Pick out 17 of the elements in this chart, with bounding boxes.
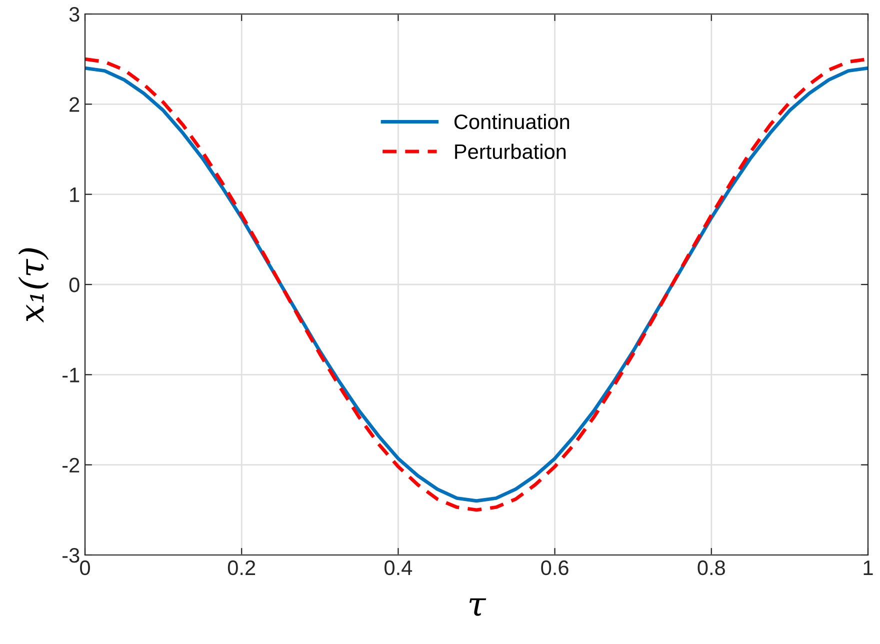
y-tick-label: -1 <box>62 368 80 382</box>
y-tick-label: 2 <box>70 97 80 112</box>
x-tick-label: 0.2 <box>228 560 256 576</box>
legend-label: Perturbation <box>455 144 566 160</box>
x-tick-label: 1 <box>864 560 873 575</box>
y-tick-label: -2 <box>62 458 80 472</box>
x-tick-label: 0.8 <box>698 560 725 576</box>
y-tick-label: 0 <box>69 278 80 292</box>
x-axis-title: τ <box>469 598 486 616</box>
legend-label: Continuation <box>454 114 570 130</box>
y-tick-label: 3 <box>69 7 80 22</box>
y-tick-label: 1 <box>70 188 80 202</box>
x-tick-label: 0.4 <box>384 560 412 576</box>
y-axis-title: x₁(τ) <box>18 248 49 323</box>
y-tick-label: -3 <box>62 548 80 563</box>
x-tick-label: 0 <box>80 560 90 576</box>
x-tick-label: 0.6 <box>541 560 568 576</box>
